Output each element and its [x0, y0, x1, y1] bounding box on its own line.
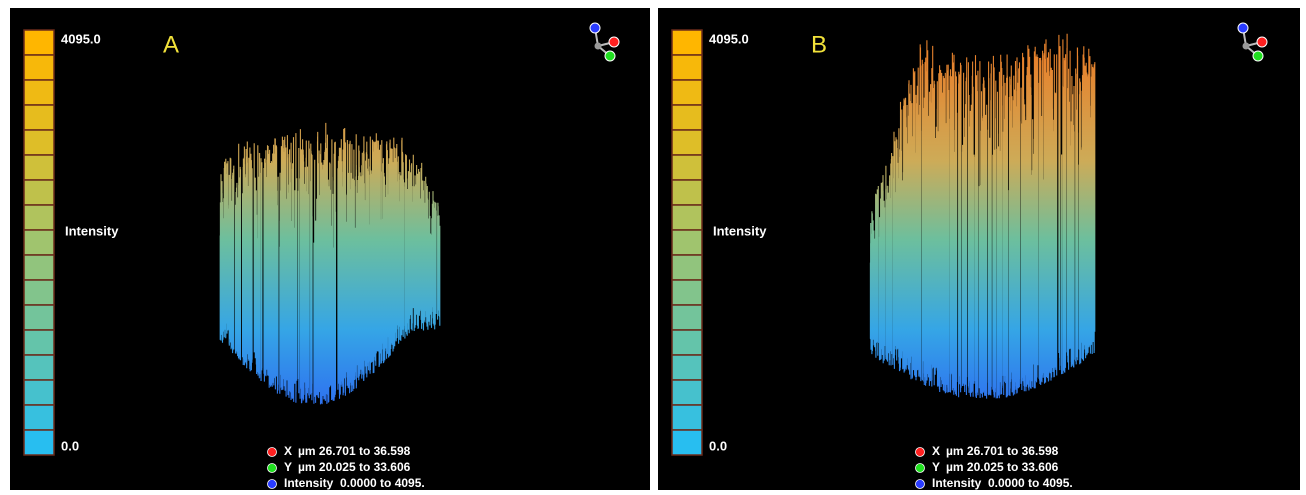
colorbar-segment — [24, 105, 54, 130]
colorbar-segment — [24, 30, 54, 55]
axis-icon-dot — [1253, 51, 1263, 61]
colorbar-segment — [672, 155, 702, 180]
axis-icon-dot — [595, 43, 602, 50]
colorbar-segment — [24, 255, 54, 280]
scale-title: Intensity — [713, 223, 767, 238]
colorbar-segment — [24, 430, 54, 455]
colorbar-segment — [672, 180, 702, 205]
legend-range: µm 26.701 to 36.598 — [946, 444, 1059, 458]
colorbar-segment — [24, 305, 54, 330]
colorbar-segment — [24, 80, 54, 105]
scale-max-label: 4095.0 — [61, 31, 101, 46]
colorbar-segment — [672, 30, 702, 55]
legend-axis: X — [284, 444, 292, 458]
colorbar-segment — [672, 205, 702, 230]
colorbar-segment — [24, 355, 54, 380]
legend-dot — [916, 480, 925, 489]
colorbar-segment — [672, 55, 702, 80]
legend-axis: Intensity — [284, 476, 334, 490]
scale-min-label: 0.0 — [709, 438, 727, 453]
colorbar-segment — [672, 280, 702, 305]
colorbar-segment — [24, 155, 54, 180]
legend-range: 0.0000 to 4095. — [988, 476, 1073, 490]
scale-max-label: 4095.0 — [709, 31, 749, 46]
colorbar-segment — [672, 105, 702, 130]
axis-icon-dot — [609, 37, 619, 47]
colorbar-segment — [672, 230, 702, 255]
legend-range: 0.0000 to 4095. — [340, 476, 425, 490]
panel-label: A — [163, 31, 179, 58]
colorbar-segment — [24, 280, 54, 305]
axis-icon-dot — [1243, 43, 1250, 50]
colorbar-segment — [24, 205, 54, 230]
axis-icon-dot — [590, 23, 600, 33]
colorbar-segment — [24, 55, 54, 80]
legend-dot — [916, 464, 925, 473]
axis-icon-dot — [605, 51, 615, 61]
legend-axis: Intensity — [932, 476, 982, 490]
colorbar-segment — [672, 380, 702, 405]
legend-axis: X — [932, 444, 940, 458]
colorbar-segment — [24, 380, 54, 405]
axis-icon-dot — [1238, 23, 1248, 33]
colorbar-segment — [672, 330, 702, 355]
colorbar-segment — [672, 255, 702, 280]
colorbar-segment — [672, 305, 702, 330]
page: {"panels": [ {"label": "A", "scale_max":… — [0, 0, 1306, 490]
legend-range: µm 20.025 to 33.606 — [946, 460, 1059, 474]
colorbar-segment — [24, 130, 54, 155]
legend-axis: Y — [284, 460, 292, 474]
screenshot: 4095.0 Intensity 0.0 A Xµm 26.701 to 36.598 Y… — [0, 0, 1306, 490]
scale-min-label: 0.0 — [61, 438, 79, 453]
axis-icon-dot — [1257, 37, 1267, 47]
scale-title: Intensity — [65, 223, 119, 238]
legend-dot — [916, 448, 925, 457]
legend-dot — [268, 448, 277, 457]
colorbar-segment — [24, 405, 54, 430]
colorbar-segment — [672, 130, 702, 155]
legend-dot — [268, 464, 277, 473]
colorbar-segment — [672, 355, 702, 380]
colorbar-segment — [672, 430, 702, 455]
colorbar-segment — [24, 330, 54, 355]
colorbar-segment — [24, 230, 54, 255]
legend-dot — [268, 480, 277, 489]
colorbar-segment — [672, 405, 702, 430]
legend-range: µm 20.025 to 33.606 — [298, 460, 411, 474]
colorbar-segment — [24, 180, 54, 205]
colorbar-segment — [672, 80, 702, 105]
legend-axis: Y — [932, 460, 940, 474]
panel-label: B — [811, 31, 827, 58]
legend-range: µm 26.701 to 36.598 — [298, 444, 411, 458]
